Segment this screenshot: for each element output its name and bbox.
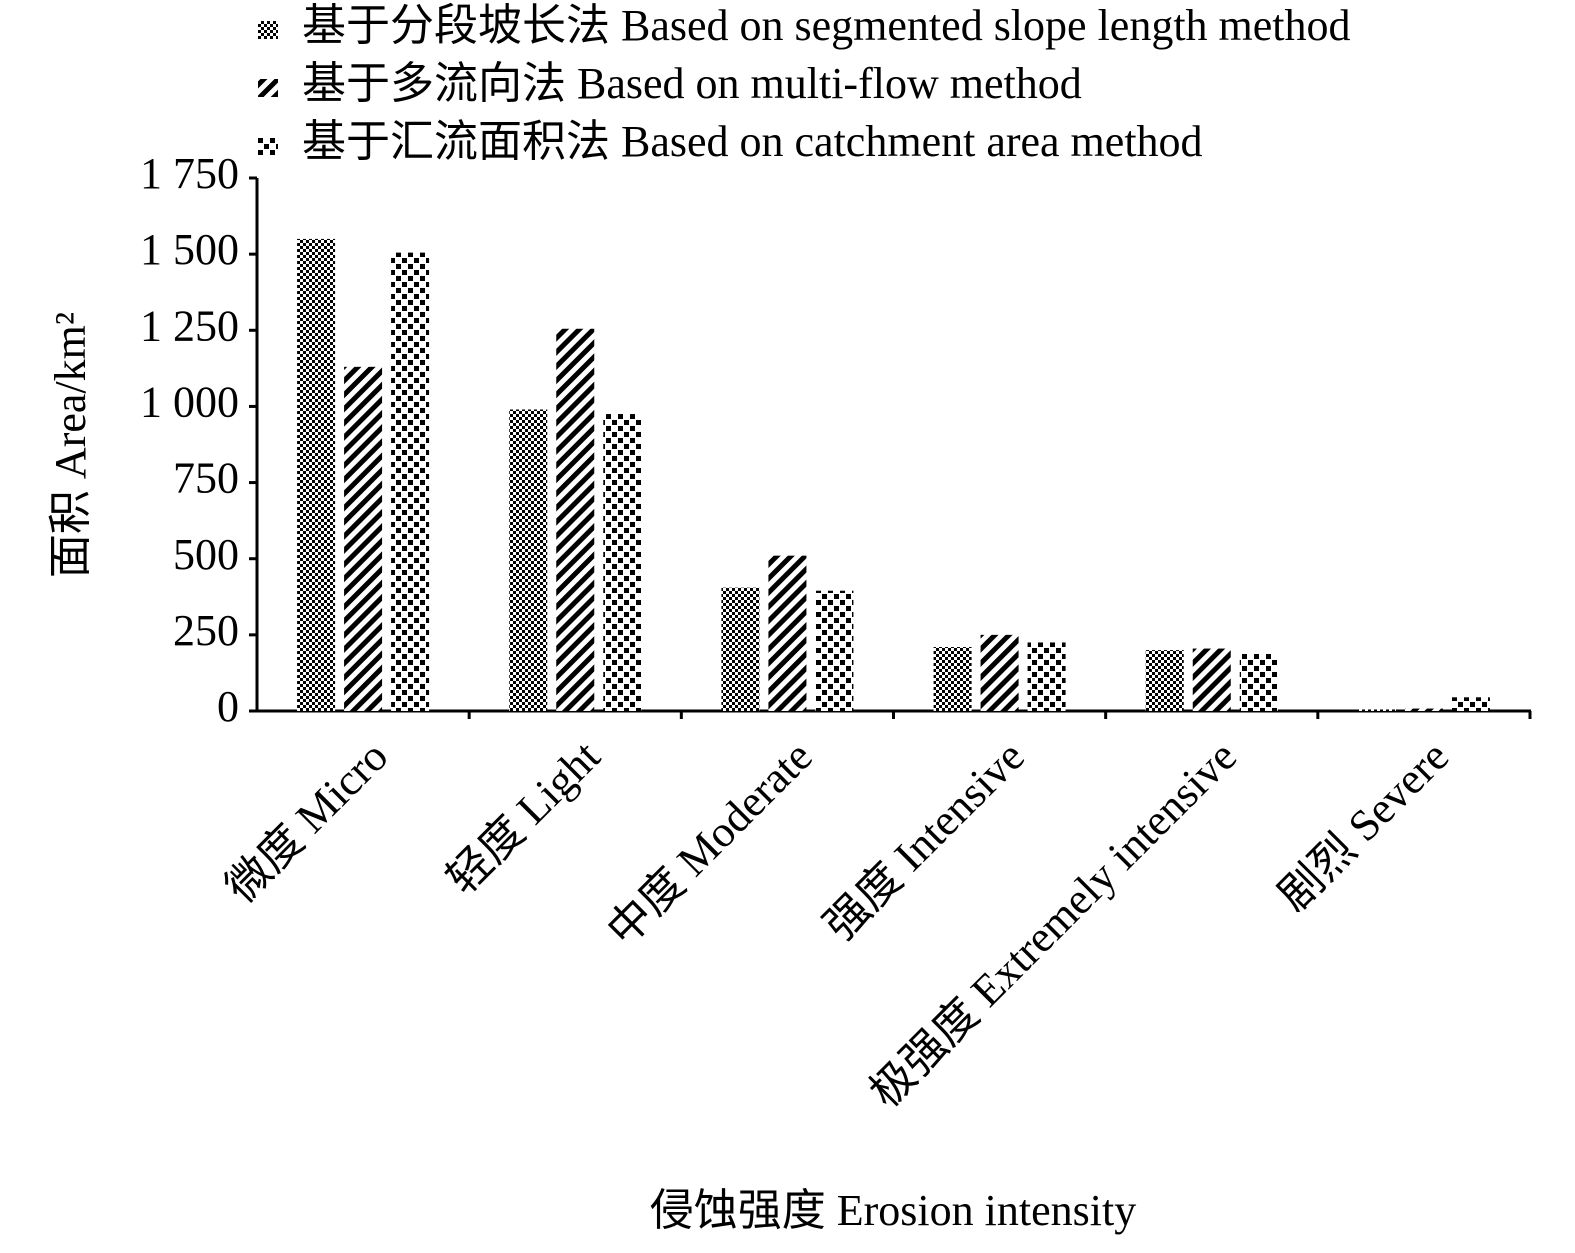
y-tick-label: 0 — [217, 682, 239, 731]
y-tick-label: 1 750 — [140, 149, 239, 198]
bar — [1145, 650, 1184, 711]
y-tick-label: 1 250 — [140, 301, 239, 350]
x-tick-label: 中度 Moderate — [598, 732, 822, 956]
x-tick-label: 微度 Micro — [217, 732, 398, 913]
y-axis-title: 面积 Area/km² — [46, 312, 95, 578]
x-tick-label: 强度 Intensive — [815, 732, 1034, 951]
bar — [1451, 697, 1490, 711]
y-tick-label: 750 — [173, 454, 239, 503]
bar — [1404, 708, 1443, 711]
bar — [391, 252, 430, 711]
bar — [1357, 709, 1396, 711]
legend-swatch — [258, 137, 278, 155]
y-tick-label: 250 — [173, 606, 239, 655]
legend-label: 基于汇流面积法 Based on catchment area method — [302, 117, 1203, 166]
y-tick-label: 500 — [173, 530, 239, 579]
bar — [1239, 653, 1278, 711]
bar — [603, 414, 642, 711]
bar — [768, 555, 807, 711]
legend-swatch — [258, 21, 278, 39]
legend-label: 基于多流向法 Based on multi-flow method — [302, 59, 1082, 108]
y-tick-label: 1 500 — [140, 225, 239, 274]
bar — [815, 590, 854, 711]
bar — [721, 587, 760, 711]
bar — [509, 409, 548, 711]
bar — [1192, 648, 1231, 711]
y-tick-label: 1 000 — [140, 378, 239, 427]
bar — [980, 634, 1019, 711]
bar — [297, 238, 336, 711]
x-axis-title: 侵蚀强度 Erosion intensity — [650, 1186, 1136, 1235]
x-tick-label: 极强度 Extremely intensive — [860, 732, 1245, 1117]
bar — [556, 328, 595, 711]
x-tick-label: 剧烈 Severe — [1269, 732, 1458, 921]
bar — [933, 647, 972, 711]
legend-label: 基于分段坡长法 Based on segmented slope length … — [302, 1, 1351, 50]
bar — [344, 366, 383, 711]
legend-swatch — [258, 79, 278, 97]
bar — [1027, 642, 1066, 711]
x-tick-label: 轻度 Light — [437, 732, 609, 904]
